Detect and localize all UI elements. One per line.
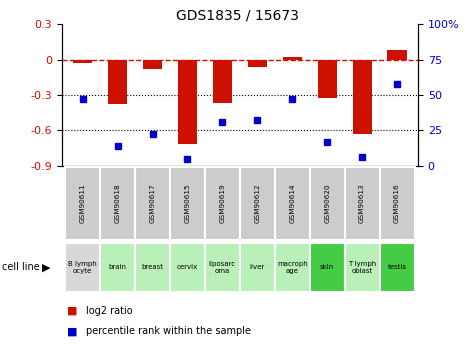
Bar — [380, 243, 415, 292]
Bar — [108, 59, 127, 104]
Text: testis: testis — [388, 264, 407, 270]
Text: percentile rank within the sample: percentile rank within the sample — [86, 326, 251, 336]
Bar — [283, 57, 302, 59]
Text: T lymph
oblast: T lymph oblast — [348, 261, 376, 274]
Bar — [352, 59, 372, 134]
Text: cervix: cervix — [177, 264, 198, 270]
Text: GSM90618: GSM90618 — [114, 184, 121, 223]
Bar — [310, 243, 345, 292]
Text: log2 ratio: log2 ratio — [86, 306, 133, 315]
Text: brain: brain — [109, 264, 127, 270]
Text: GSM90612: GSM90612 — [254, 184, 260, 223]
Bar — [380, 167, 415, 240]
Text: macroph
age: macroph age — [277, 261, 308, 274]
Bar — [178, 59, 197, 144]
Text: GSM90614: GSM90614 — [289, 184, 295, 223]
Bar — [345, 167, 380, 240]
Text: skin: skin — [320, 264, 334, 270]
Bar — [135, 167, 170, 240]
Bar — [65, 243, 100, 292]
Bar — [205, 243, 240, 292]
Bar — [388, 50, 407, 59]
Bar — [248, 59, 267, 67]
Text: GSM90616: GSM90616 — [394, 184, 400, 223]
Bar — [318, 59, 337, 98]
Text: GSM90611: GSM90611 — [80, 184, 86, 223]
Text: ■: ■ — [66, 326, 77, 336]
Bar — [310, 167, 345, 240]
Bar — [275, 167, 310, 240]
Text: ■: ■ — [66, 306, 77, 315]
Bar — [170, 243, 205, 292]
Bar — [100, 167, 135, 240]
Text: cell line: cell line — [2, 263, 40, 272]
Text: GSM90615: GSM90615 — [184, 184, 190, 223]
Bar — [213, 59, 232, 103]
Bar — [65, 167, 100, 240]
Bar — [170, 167, 205, 240]
Bar — [275, 243, 310, 292]
Bar — [345, 243, 380, 292]
Text: GSM90617: GSM90617 — [150, 184, 155, 223]
Bar — [100, 243, 135, 292]
Bar — [205, 167, 240, 240]
Bar — [240, 243, 275, 292]
Bar — [240, 167, 275, 240]
Text: breast: breast — [142, 264, 163, 270]
Text: B lymph
ocyte: B lymph ocyte — [68, 261, 97, 274]
Text: GSM90613: GSM90613 — [359, 184, 365, 223]
Text: liposarc
oma: liposarc oma — [209, 261, 236, 274]
Text: ▶: ▶ — [42, 263, 50, 272]
Bar — [143, 59, 162, 69]
Text: GSM90620: GSM90620 — [324, 184, 330, 223]
Bar — [135, 243, 170, 292]
Text: liver: liver — [250, 264, 265, 270]
Bar — [73, 59, 92, 63]
Text: GSM90619: GSM90619 — [219, 184, 226, 223]
Text: GDS1835 / 15673: GDS1835 / 15673 — [176, 9, 299, 23]
